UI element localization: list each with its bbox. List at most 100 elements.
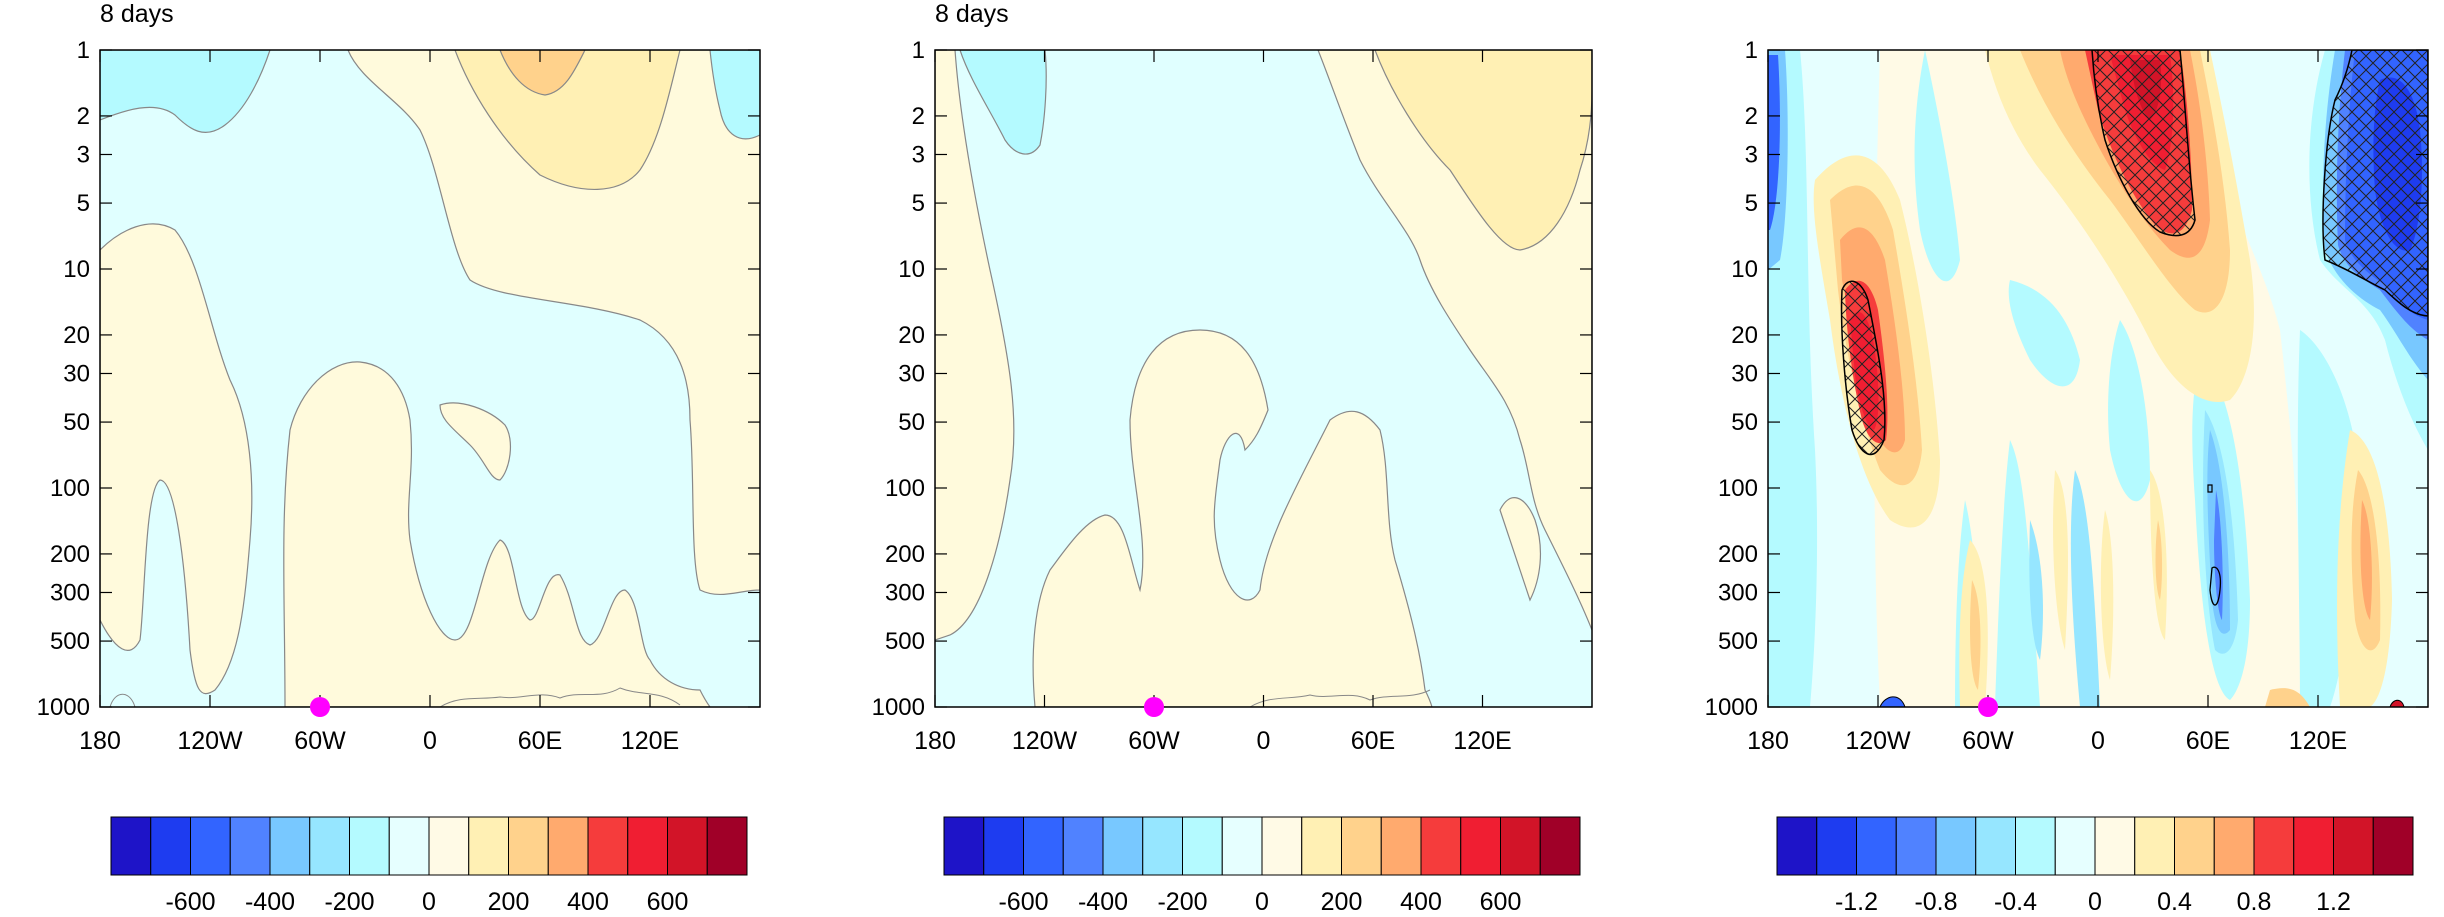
colorbar-label: 400 bbox=[567, 888, 609, 916]
panel-a-region-positive-island bbox=[439, 402, 512, 481]
x-tick-label: 120W bbox=[177, 727, 243, 755]
x-tick-label: 60W bbox=[1962, 727, 2014, 755]
x-tick-label: 60W bbox=[294, 727, 346, 755]
x-tick-label: 0 bbox=[1257, 727, 1271, 755]
colorbar-label: 0 bbox=[1255, 888, 1269, 916]
panel-c-sig-center bbox=[2209, 566, 2222, 606]
y-tick-label: 200 bbox=[885, 541, 925, 568]
y-tick-label: 1000 bbox=[37, 694, 90, 721]
colorbar-swatch bbox=[2253, 816, 2295, 876]
colorbar-label: -200 bbox=[1157, 888, 1207, 916]
colorbar-label: -0.4 bbox=[1994, 888, 2037, 916]
y-tick-label: 1 bbox=[77, 37, 90, 64]
panel-b-region-neg200 bbox=[959, 50, 1047, 155]
panel-c-colorbar: -1.2 -0.8 -0.4 0 0.4 0.8 1.2 bbox=[1776, 816, 2414, 916]
y-tick-label: 300 bbox=[1718, 579, 1758, 606]
panel-c: 1 2 3 5 10 20 30 50 100 200 300 500 1000 180 120W 60W 0… bbox=[1705, 37, 2429, 916]
colorbar-label: 0.4 bbox=[2157, 888, 2192, 916]
y-tick-label: 30 bbox=[1731, 360, 1758, 387]
colorbar-swatch bbox=[2372, 816, 2414, 876]
y-tick-label: 200 bbox=[50, 541, 90, 568]
y-tick-label: 500 bbox=[885, 628, 925, 655]
y-tick-label: 1 bbox=[912, 37, 925, 64]
panel-c-column-blue-5 bbox=[2070, 470, 2100, 707]
y-tick-label: 5 bbox=[77, 190, 90, 217]
colorbar-swatch bbox=[388, 816, 430, 876]
x-tick-label: 0 bbox=[423, 727, 437, 755]
colorbar-swatch bbox=[1102, 816, 1144, 876]
colorbar-swatch bbox=[1895, 816, 1937, 876]
colorbar-swatch bbox=[667, 816, 708, 876]
y-tick-label: 1000 bbox=[1705, 694, 1758, 721]
x-tick-label: 60E bbox=[1351, 727, 1395, 755]
panel-c-west-blue-3 bbox=[1768, 55, 1780, 230]
x-tick-label: 180 bbox=[914, 727, 956, 755]
panel-c-orange-5 bbox=[2155, 520, 2163, 600]
colorbar-swatch bbox=[2054, 816, 2096, 876]
colorbar-label: -200 bbox=[324, 888, 374, 916]
y-tick-label: 20 bbox=[63, 322, 90, 349]
x-tick-label: 120E bbox=[1453, 727, 1511, 755]
colorbar-label: 200 bbox=[1321, 888, 1363, 916]
colorbar-swatch bbox=[349, 816, 390, 876]
panel-b-region-200-400 bbox=[1374, 50, 1592, 251]
colorbar-swatch bbox=[1856, 816, 1897, 876]
panel-b-marker bbox=[1144, 697, 1164, 717]
panel-c-sig-dot bbox=[2207, 484, 2213, 493]
colorbar-swatch bbox=[1301, 816, 1342, 876]
panel-c-orange-2 bbox=[1970, 580, 1981, 690]
panel-a-region-positive-east bbox=[347, 50, 760, 596]
y-tick-label: 300 bbox=[885, 579, 925, 606]
panel-a-title: 8 days bbox=[100, 0, 174, 28]
colorbar-label: 400 bbox=[1400, 888, 1442, 916]
x-tick-label: 60W bbox=[1128, 727, 1180, 755]
y-tick-label: 1 bbox=[1745, 37, 1758, 64]
y-tick-label: 3 bbox=[912, 141, 925, 168]
colorbar-label: -0.8 bbox=[1914, 888, 1957, 916]
x-tick-label: 120W bbox=[1012, 727, 1078, 755]
colorbar-label: 600 bbox=[647, 888, 689, 916]
panel-c-orange-3 bbox=[2053, 470, 2068, 650]
colorbar-swatch bbox=[309, 816, 350, 876]
colorbar-swatch bbox=[1776, 816, 1818, 876]
colorbar-swatch bbox=[1023, 816, 1064, 876]
panel-b-plot-area bbox=[935, 50, 1592, 707]
colorbar-swatch bbox=[1539, 816, 1581, 876]
panel-b-colorbar: -600 -400 -200 0 200 400 600 bbox=[943, 816, 1581, 916]
colorbar-swatch bbox=[943, 816, 985, 876]
panel-a-colorbar: -600 -400 -200 0 200 400 600 bbox=[110, 816, 748, 916]
colorbar-swatch bbox=[150, 816, 191, 876]
colorbar-swatch bbox=[428, 816, 470, 876]
colorbar-swatch bbox=[2174, 816, 2215, 876]
panel-a-yticks: 1 2 3 5 10 20 30 50 100 200 300 500 1000 bbox=[37, 37, 760, 721]
y-tick-label: 300 bbox=[50, 579, 90, 606]
colorbar-label: -1.2 bbox=[1835, 888, 1878, 916]
panel-b-yticks: 1 2 3 5 10 20 30 50 100 200 300 500 1000 bbox=[872, 37, 1592, 721]
y-tick-label: 5 bbox=[912, 190, 925, 217]
y-tick-label: 10 bbox=[898, 256, 925, 283]
x-tick-label: 180 bbox=[1747, 727, 1789, 755]
panel-c-yticks: 1 2 3 5 10 20 30 50 100 200 300 500 1000 bbox=[1705, 37, 2428, 721]
x-tick-label: 120E bbox=[621, 727, 679, 755]
colorbar-label: -400 bbox=[245, 888, 295, 916]
y-tick-label: 20 bbox=[898, 322, 925, 349]
colorbar-swatch bbox=[1182, 816, 1223, 876]
colorbar-swatch bbox=[587, 816, 629, 876]
panel-b-region-positive-hill bbox=[1499, 497, 1542, 602]
x-tick-label: 60E bbox=[518, 727, 562, 755]
colorbar-swatch bbox=[2213, 816, 2255, 876]
colorbar-swatch bbox=[1341, 816, 1382, 876]
colorbar-swatch bbox=[547, 816, 589, 876]
panel-c-column-blue-3 bbox=[1995, 440, 2040, 707]
panel-a-bottom-wiggles bbox=[109, 687, 681, 707]
panel-c-column-blue-10 bbox=[2008, 280, 2080, 387]
colorbar-swatch bbox=[190, 816, 231, 876]
colorbar-label: -600 bbox=[165, 888, 215, 916]
colorbar-swatch bbox=[1420, 816, 1462, 876]
panel-b-region-positive-west bbox=[935, 50, 1015, 641]
colorbar-swatch bbox=[983, 816, 1024, 876]
panel-b-region-positive-center bbox=[1032, 329, 1433, 707]
colorbar-swatch bbox=[1380, 816, 1422, 876]
y-tick-label: 500 bbox=[1718, 628, 1758, 655]
